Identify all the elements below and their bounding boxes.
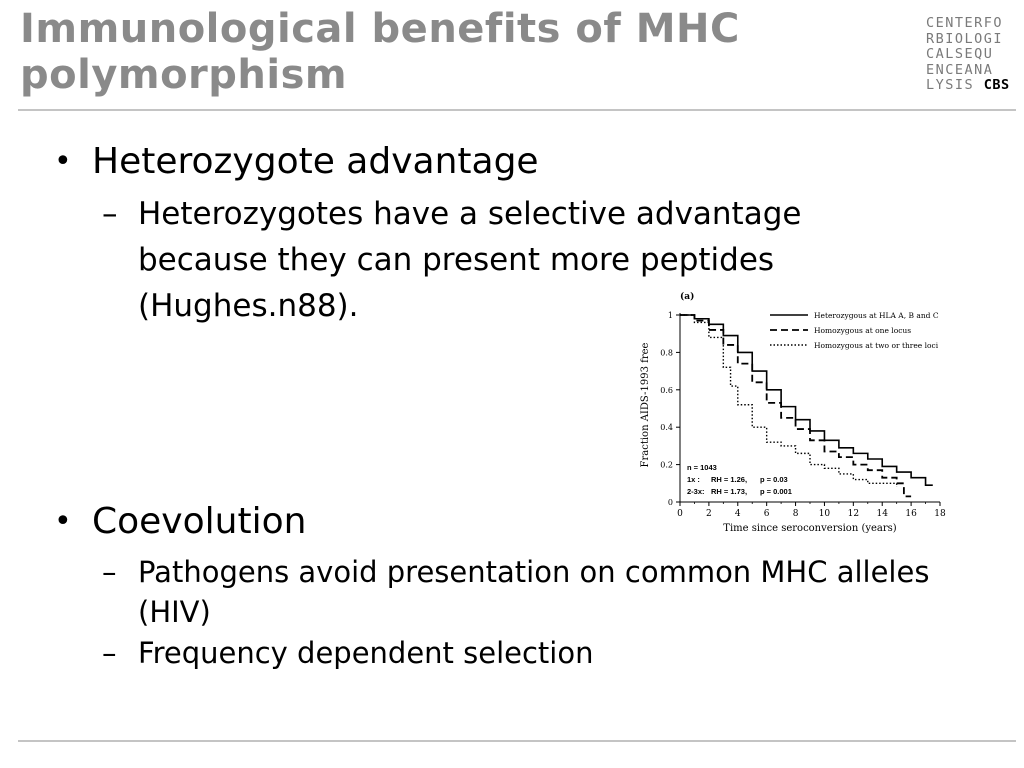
x-axis-label: Time since seroconversion (years) [723,523,896,534]
annotation-rh: RH = 1.73, [711,487,747,496]
logo-row: ENCEANA [926,61,994,78]
x-tick-label: 12 [848,509,859,519]
survival-chart: (a) 0 2 4 6 8 10 12 14 16 18 0 0.2 0.4 0.6 0.8 1 Hetero… [640,291,946,534]
y-tick-label: 0.6 [660,386,673,395]
cbs-logo: CENTERFO RBIOLOGI CALSEQU ENCEANA LYSIS … [926,15,1010,94]
logo-cbs: CBS [983,77,1010,93]
y-tick-label: 0.8 [660,348,673,357]
x-tick-label: 10 [819,509,831,519]
x-tick-label: 0 [677,509,683,519]
legend-label: Homozygous at two or three loci [814,341,939,350]
y-tick-label: 0.2 [660,461,673,470]
legend-label: Homozygous at one locus [814,326,911,335]
y-axis-label: Fraction AIDS-1993 free [640,342,651,467]
x-tick-label: 4 [735,509,741,519]
title-line-2: polymorphism [20,52,348,98]
logo-row: RBIOLOGI [926,30,1004,47]
sub-bullet-line: Frequency dependent selection [138,636,594,670]
y-tick-label: 0.4 [660,423,673,432]
chart-annotations: n = 1043 1x : RH = 1.26, p = 0.03 2-3x: … [687,463,792,496]
title-divider [18,109,1016,111]
annotation-rh: RH = 1.26, [711,475,747,484]
sub-bullet-dash: – [102,555,117,589]
sub-bullet-line: (Hughes.n88). [138,288,359,324]
y-tick-label: 1 [668,311,673,320]
series-line [680,314,912,498]
legend-label: Heterozygous at HLA A, B and C [814,311,939,320]
bullet-coevolution: • Coevolution [54,500,307,544]
logo-row: CENTERFO [926,15,1004,31]
x-tick-label: 16 [905,509,917,519]
annotation-p: p = 0.001 [760,487,792,496]
title-line-1: Immunological benefits of MHC [20,6,740,52]
panel-label: (a) [680,291,694,302]
x-tick-label: 6 [764,509,770,519]
chart-legend: Heterozygous at HLA A, B and C Homozygous… [770,311,939,350]
annotation-label: 2-3x: [687,487,705,496]
x-tick-label: 2 [706,509,712,519]
logo-prefix: LYSIS [926,77,984,93]
x-tick-label: 18 [934,509,946,519]
bullet-glyph: • [54,144,72,179]
series-line [680,314,933,486]
sub-bullet-dash: – [102,196,118,232]
sub-bullet-line: (HIV) [138,595,211,629]
annotation-label: 1x : [687,475,700,484]
annotation-n: n = 1043 [687,463,717,472]
y-tick-label: 0 [668,498,673,507]
logo-row: LYSIS CBS [926,77,1010,94]
sub-bullet-dash: – [102,636,117,670]
sub-bullet-line: Heterozygotes have a selective advantage [138,196,802,232]
sub-bullet-line: Pathogens avoid presentation on common M… [138,555,930,589]
bullet-heterozygote: • Heterozygote advantage [54,140,539,184]
sub-bullet-frequency: – Frequency dependent selection [102,633,594,673]
x-tick-label: 14 [876,509,888,519]
series-line [680,314,898,488]
footer-divider [18,740,1016,742]
chart-ticks: 0 2 4 6 8 10 12 14 16 18 0 0.2 0.4 0.6 0.8 1 [660,311,946,519]
chart-series [680,314,933,498]
sub-bullet-heterozygotes: – Heterozygotes have a selective advanta… [102,191,802,329]
bullet-text: Coevolution [92,501,307,542]
sub-bullet-pathogens: – Pathogens avoid presentation on common… [102,552,930,632]
bullet-glyph: • [54,504,72,539]
x-tick-label: 8 [793,509,799,519]
logo-row: CALSEQU [926,46,994,62]
bullet-text: Heterozygote advantage [92,141,539,182]
annotation-p: p = 0.03 [760,475,788,484]
sub-bullet-line: because they can present more peptides [138,242,775,278]
slide-title: Immunological benefits of MHC polymorphi… [20,6,780,98]
